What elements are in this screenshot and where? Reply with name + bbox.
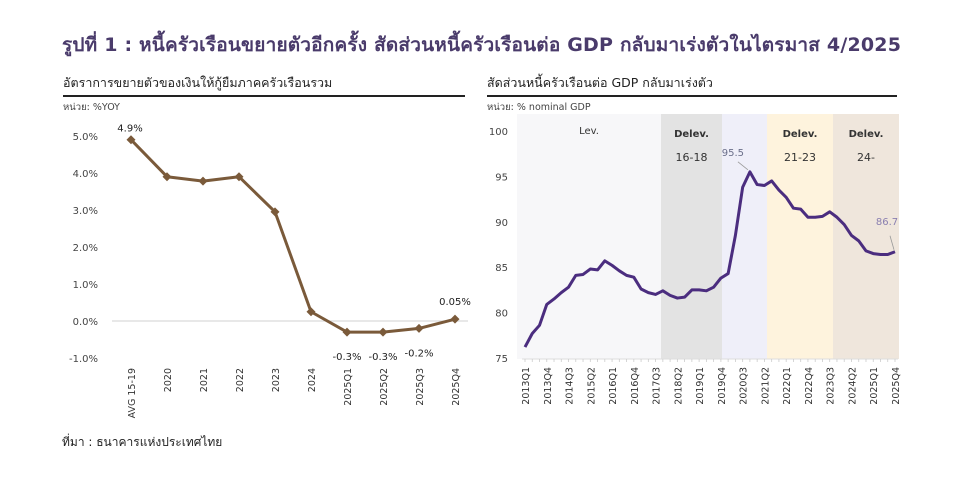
band-label: Lev.	[579, 126, 599, 137]
x-tick-label: 2019Q4	[717, 367, 728, 405]
period-band	[833, 114, 899, 359]
data-label: -0.3%	[332, 352, 361, 363]
x-tick-label: 2022Q1	[782, 367, 793, 405]
x-tick-label: 2021Q2	[760, 367, 771, 405]
leader-line	[737, 161, 749, 171]
leader-line	[889, 235, 895, 250]
diamond-marker	[234, 172, 244, 182]
band-sublabel: 16-18	[676, 151, 708, 164]
band-label: Delev.	[849, 129, 884, 140]
latest-label: 86.7	[876, 217, 898, 228]
diamond-marker	[378, 327, 388, 337]
y-tick-label: 2.0%	[73, 243, 98, 254]
source-note: ที่มา : ธนาคารแห่งประเทศไทย	[62, 435, 223, 449]
y-tick-label: 85	[495, 263, 508, 274]
x-tick-label: 2023Q3	[826, 367, 837, 405]
y-tick-label: -1.0%	[69, 354, 98, 365]
y-tick-label: 80	[495, 309, 508, 320]
diamond-marker	[342, 327, 352, 337]
x-tick-label: 2024	[307, 368, 318, 392]
y-tick-label: 1.0%	[73, 280, 98, 291]
period-band	[767, 114, 833, 359]
x-tick-label: 2020Q3	[739, 367, 750, 405]
x-tick-label: 2015Q2	[586, 367, 597, 405]
y-tick-label: 4.0%	[73, 169, 98, 180]
x-tick-label: 2018Q2	[673, 367, 684, 405]
left-chart-title: อัตราการขยายตัวของเงินให้กู้ยืมภาคครัวเร…	[63, 75, 333, 90]
diamond-marker	[270, 207, 280, 217]
peak-label: 95.5	[722, 148, 744, 159]
left-chart-unit: หน่วย: %YOY	[63, 102, 120, 113]
band-label: Delev.	[783, 129, 818, 140]
y-tick-label: 75	[495, 354, 508, 365]
data-label: 4.9%	[117, 124, 142, 135]
x-tick-label: 2025Q3	[415, 368, 426, 406]
diamond-marker	[126, 135, 136, 145]
x-tick-label: 2024Q2	[847, 367, 858, 405]
right-line-chart: Lev. Delev. 16-18 Delev. 21-23 Delev. 24- 100 95…	[489, 114, 902, 405]
x-tick-label: 2016Q4	[630, 367, 641, 405]
y-tick-label: 0.0%	[73, 317, 98, 328]
data-label: -0.2%	[404, 348, 433, 359]
debt-to-gdp-line	[523, 170, 896, 348]
y-tick-label: 95	[495, 172, 508, 183]
data-label: 0.05%	[439, 297, 471, 308]
x-tick-label: 2021	[199, 368, 210, 392]
x-tick-label: 2025Q1	[343, 368, 354, 406]
band-label: Delev.	[674, 129, 709, 140]
diamond-marker	[198, 176, 208, 186]
diamond-marker	[450, 314, 460, 324]
x-tick-label: 2019Q1	[695, 367, 706, 405]
x-tick-label: 2017Q3	[652, 367, 663, 405]
x-tick-label: 2013Q1	[521, 367, 532, 405]
x-tick-label: 2022Q4	[804, 367, 815, 405]
x-tick-label: 2025Q4	[451, 368, 462, 406]
band-sublabel: 21-23	[784, 151, 816, 164]
period-band	[661, 114, 722, 359]
diamond-marker	[306, 307, 316, 317]
right-chart-title: สัดส่วนหนี้ครัวเรือนต่อ GDP กลับมาเร่งตั…	[487, 75, 713, 90]
x-tick-label: 2020	[163, 368, 174, 392]
right-title-rule	[487, 95, 897, 97]
x-tick-label: 2013Q4	[543, 367, 554, 405]
left-line-chart: 5.0% 4.0% 3.0% 2.0% 1.0% 0.0% -1.0% 4.9% -0.3% -0…	[69, 124, 471, 419]
period-band	[722, 114, 767, 359]
x-tick-label: AVG 15-19	[127, 368, 138, 418]
x-tick-label: 2023	[271, 368, 282, 392]
y-tick-label: 3.0%	[73, 206, 98, 217]
x-tick-label: 2025Q1	[869, 367, 880, 405]
diamond-marker	[414, 323, 424, 333]
diamond-marker	[162, 172, 172, 182]
y-tick-label: 100	[489, 127, 508, 138]
x-tick-label: 2025Q2	[379, 368, 390, 406]
x-tick-label: 2014Q3	[565, 367, 576, 405]
band-sublabel: 24-	[857, 151, 875, 164]
y-tick-label: 5.0%	[73, 132, 98, 143]
x-tick-label: 2025Q4	[891, 367, 902, 405]
data-label: -0.3%	[368, 352, 397, 363]
right-chart-unit: หน่วย: % nominal GDP	[487, 102, 591, 113]
x-tick-label: 2016Q1	[608, 367, 619, 405]
loan-growth-line	[129, 138, 456, 334]
figure-title: รูปที่ 1 : หนี้ครัวเรือนขยายตัวอีกครั้ง …	[62, 34, 902, 56]
x-tick-label: 2022	[235, 368, 246, 392]
y-tick-label: 90	[495, 218, 508, 229]
period-band	[517, 114, 661, 359]
left-title-rule	[63, 95, 465, 97]
